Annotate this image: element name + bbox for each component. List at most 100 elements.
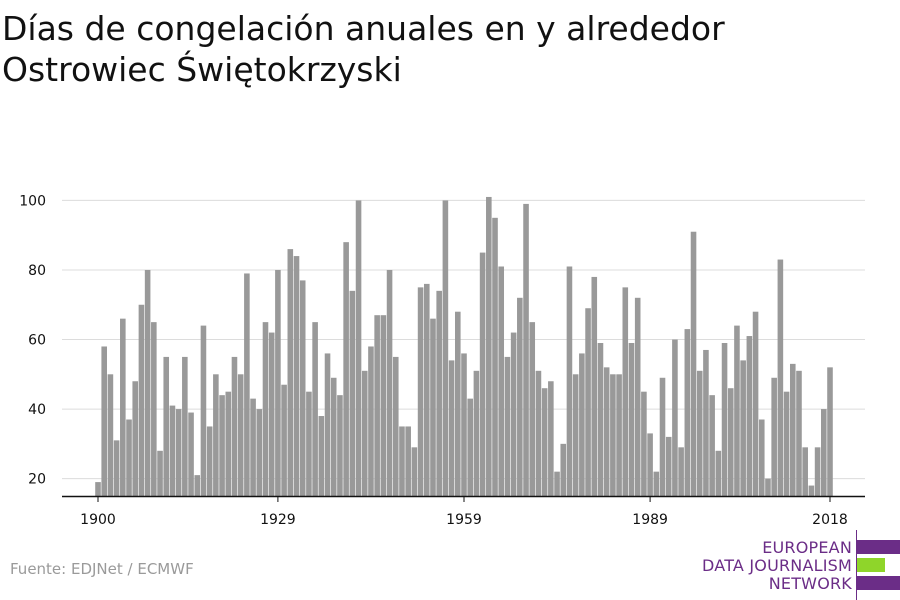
bar-1978 [579,353,585,496]
bar-2005 [746,336,753,496]
bar-1916 [194,475,201,496]
bar-1997 [696,370,703,496]
bar-1988 [641,391,647,496]
bar-1990 [653,471,660,496]
bar-2016 [814,447,821,496]
bar-2017 [821,409,827,496]
bar-1946 [380,315,387,496]
bar-1930 [281,384,287,496]
bar-1936 [318,416,325,496]
chart-title-line-1: Días de congelación anuales en y alreded… [2,9,725,48]
bar-2011 [783,391,790,496]
bar-1944 [368,346,374,496]
bar-1941 [349,290,356,496]
bar-1998 [703,349,709,496]
bar-1991 [659,377,666,496]
bar-1910 [157,450,163,496]
bar-1913 [175,409,182,496]
bar-1925 [250,398,256,496]
bar-1950 [405,426,411,496]
bar-1989 [647,433,653,496]
bar-1909 [151,322,157,496]
bar-1962 [479,252,486,496]
bar-1984 [616,374,622,496]
y-tick-label: 20 [28,472,46,488]
bar-2018 [827,367,833,496]
x-tick-label: 1929 [260,512,296,528]
logo-bar-top [857,540,900,554]
y-tick-label: 60 [28,333,46,349]
bar-1918 [206,426,213,496]
bar-2009 [771,377,777,496]
bar-1969 [523,203,529,496]
bar-1915 [188,412,194,496]
bar-2003 [734,325,740,496]
bar-1979 [585,308,591,496]
x-tick-label: 1959 [446,512,482,528]
bar-1914 [182,356,188,496]
edjnet-logo: EUROPEAN DATA JOURNALISM NETWORK [700,530,900,600]
x-tick-label: 1900 [80,512,116,528]
bar-1932 [293,256,300,496]
bar-1948 [392,356,399,496]
bars [95,196,833,497]
logo-line-2: DATA JOURNALISM [702,556,852,575]
bar-1999 [709,395,715,496]
bar-1966 [504,356,511,496]
bar-2002 [727,388,734,496]
bar-1952 [417,287,424,496]
bar-2001 [721,343,728,496]
bar-1953 [423,283,430,496]
bar-2013 [796,370,802,496]
bar-1947 [386,269,393,496]
bar-1967 [510,332,517,496]
bar-1906 [132,381,139,496]
bar-1943 [361,370,368,496]
bar-1919 [213,374,219,496]
bar-1939 [337,395,343,496]
bar-1924 [244,273,250,496]
bar-1931 [287,249,294,496]
bar-1982 [603,367,610,496]
bar-1983 [610,374,616,496]
bar-1995 [684,329,691,496]
bar-2015 [808,485,815,496]
bar-1902 [107,374,114,496]
bar-1922 [231,356,238,496]
bar-1907 [138,304,145,496]
bar-1975 [560,443,567,496]
x-tick-label: 2018 [812,512,848,528]
bar-1921 [225,391,232,496]
bar-1926 [256,409,263,496]
bar-1934 [306,391,312,496]
bar-1935 [312,322,318,496]
bar-1927 [262,322,269,496]
bar-1955 [436,290,442,496]
bar-1904 [120,318,126,496]
bar-1976 [566,266,573,496]
bar-1992 [665,436,672,496]
bar-2006 [752,311,759,496]
y-tick-label: 80 [28,263,46,279]
chart-title-line-2: Ostrowiec Świętokrzyski [2,50,402,89]
bar-1905 [126,419,132,496]
bar-1901 [101,346,107,496]
bar-1938 [330,377,337,496]
bar-1957 [448,360,455,496]
logo-bar-middle [857,558,885,572]
bar-1959 [461,353,467,496]
bar-chart: 20 40 60 80 100 1900 1929 1959 1989 2018 [19,193,865,528]
bar-1993 [672,339,678,496]
logo-bar-bottom [857,576,900,590]
bar-1980 [591,276,598,496]
logo-line-1: EUROPEAN [762,538,852,557]
bar-1951 [411,447,418,496]
bar-2008 [765,478,771,496]
bar-1996 [690,231,697,496]
x-tick-labels: 1900 1929 1959 1989 2018 [80,496,848,528]
bar-1965 [498,266,505,496]
chart-title: Días de congelación anuales en y alreded… [2,8,882,90]
bar-1923 [237,374,244,496]
bar-1911 [163,356,170,496]
bar-1963 [486,196,492,497]
